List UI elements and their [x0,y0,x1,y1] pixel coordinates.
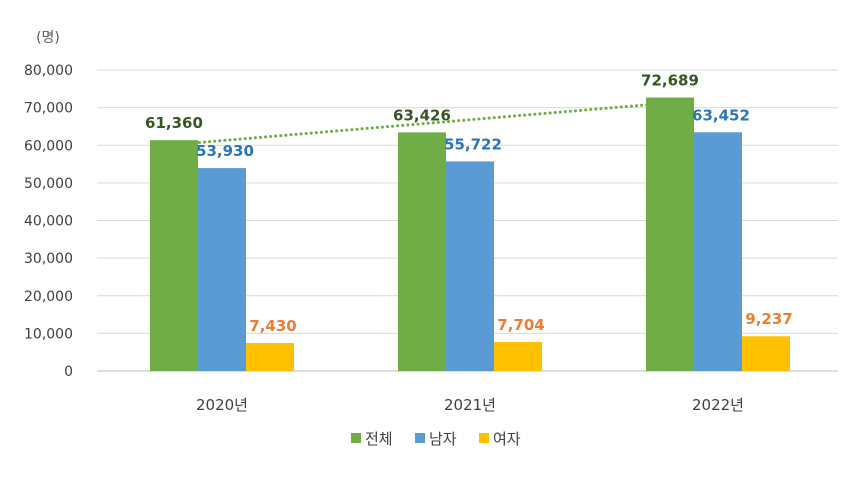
x-category-label: 2021년 [444,396,496,414]
x-category-label: 2022년 [692,396,744,414]
bar-전체-2022년 [646,97,694,372]
data-label: 9,237 [745,310,792,328]
x-axis-categories: 2020년 2021년 2022년 [196,396,744,414]
bars [150,97,790,372]
data-label: 72,689 [641,72,699,90]
y-axis-unit-label: (명) [36,30,60,46]
y-tick-label: 70,000 [24,101,73,117]
legend-swatch-여자 [479,433,489,443]
bar-남자-2020년 [198,168,246,371]
data-label: 7,430 [249,317,296,335]
y-tick-label: 40,000 [24,214,73,230]
data-label: 7,704 [497,316,544,334]
legend-label: 전체 [365,430,393,448]
legend: 전체 남자 여자 [351,430,521,448]
legend-label: 남자 [429,430,457,448]
y-tick-label: 0 [64,364,73,380]
trendline-line [172,100,682,147]
bar-여자-2021년 [494,342,542,371]
trendline [172,100,682,147]
data-label: 53,930 [196,142,254,160]
y-tick-label: 20,000 [24,289,73,305]
y-tick-label: 80,000 [24,63,73,79]
x-category-label: 2020년 [196,396,248,414]
data-label: 55,722 [444,135,502,153]
bar-전체-2021년 [398,132,446,371]
y-axis-ticks: 0 10,000 20,000 30,000 40,000 50,000 60,000 70,… [24,63,73,380]
bar-여자-2022년 [742,336,790,371]
data-label: 63,452 [692,106,750,124]
data-label: 61,360 [145,114,203,132]
bar-여자-2020년 [246,343,294,371]
data-labels: 61,360 53,930 7,430 63,426 55,722 7,704 72,689… [145,72,793,336]
y-tick-label: 60,000 [24,138,73,154]
data-label: 63,426 [393,106,451,124]
y-tick-label: 30,000 [24,251,73,267]
bar-남자-2021년 [446,161,494,371]
y-tick-label: 50,000 [24,176,73,192]
y-tick-label: 10,000 [24,326,73,342]
legend-swatch-남자 [415,433,425,443]
bar-전체-2020년 [150,140,198,371]
legend-label: 여자 [493,430,521,448]
legend-swatch-전체 [351,433,361,443]
bar-남자-2022년 [694,132,742,371]
